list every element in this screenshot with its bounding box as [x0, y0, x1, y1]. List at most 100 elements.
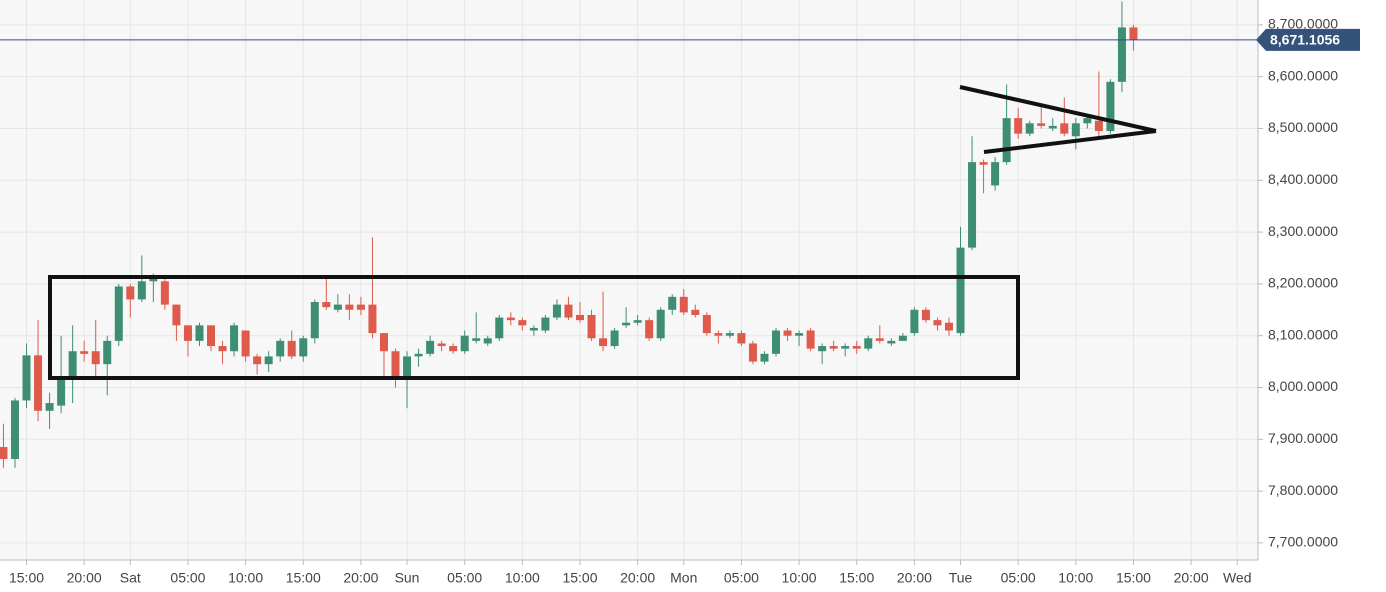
candle-body	[80, 351, 89, 354]
candle-body	[991, 162, 1000, 186]
candle-body	[1025, 123, 1034, 134]
y-tick-label: 7,900.0000	[1268, 430, 1338, 446]
candle-body	[356, 304, 365, 310]
candle-body	[622, 322, 631, 326]
plot-background	[0, 0, 1258, 560]
range-box	[48, 275, 1020, 380]
y-tick-label: 8,100.0000	[1268, 326, 1338, 342]
candle-body	[968, 162, 977, 248]
x-tick-label: 15:00	[839, 570, 874, 586]
candle-body	[829, 346, 838, 349]
x-tick-label: 20:00	[67, 570, 102, 586]
candle-body	[1106, 81, 1115, 132]
x-tick-label: Tue	[949, 570, 973, 586]
candle-body	[1060, 123, 1069, 134]
x-tick-label: Mon	[670, 570, 697, 586]
y-tick-label: 8,000.0000	[1268, 378, 1338, 394]
candle-body	[518, 320, 527, 326]
candle-body	[241, 330, 250, 357]
y-tick-label: 8,500.0000	[1268, 119, 1338, 135]
candle-body	[633, 320, 642, 323]
candle-body	[864, 338, 873, 349]
candle-body	[264, 356, 273, 365]
y-tick-label: 8,600.0000	[1268, 67, 1338, 83]
candle-body	[898, 335, 907, 341]
x-tick-label: 15:00	[562, 570, 597, 586]
x-tick-label: 05:00	[447, 570, 482, 586]
candle-body	[841, 346, 850, 349]
candle-body	[460, 335, 469, 352]
x-tick-label: 05:00	[724, 570, 759, 586]
candle-body	[1083, 118, 1092, 124]
candle-body	[795, 333, 804, 336]
x-tick-label: 20:00	[343, 570, 378, 586]
x-tick-label: 20:00	[1174, 570, 1209, 586]
candle-body	[575, 314, 584, 321]
candle-body	[679, 296, 688, 313]
drawings	[48, 85, 1157, 380]
candle-body	[207, 325, 216, 347]
y-tick-label: 7,800.0000	[1268, 482, 1338, 498]
candle-body	[1094, 120, 1103, 132]
candle-body	[772, 330, 781, 354]
candle-body	[426, 340, 435, 354]
candle-body	[852, 346, 861, 349]
candle-body	[276, 340, 285, 357]
x-tick-label: 15:00	[1116, 570, 1151, 586]
price-label-box	[1256, 28, 1360, 51]
candle-body	[495, 317, 504, 339]
candle-body	[599, 338, 608, 347]
candle-body	[564, 304, 573, 318]
candle-body	[218, 346, 227, 352]
candle-body	[910, 309, 919, 334]
candle-body	[506, 317, 515, 321]
candle-body	[403, 356, 412, 380]
candle-body	[345, 304, 354, 310]
candle-body	[818, 346, 827, 352]
axis-labels: 7,700.0000 7,800.0000 7,900.0000 8,000.0000…	[9, 16, 1360, 586]
candle-body	[737, 333, 746, 344]
trend-line	[959, 85, 1157, 133]
candle-body	[45, 403, 54, 411]
x-tick-label: 10:00	[782, 570, 817, 586]
candle-body	[322, 302, 331, 308]
candle-body	[668, 296, 677, 310]
candle-body	[1071, 123, 1080, 137]
candle-body	[529, 327, 538, 331]
candle-body	[552, 304, 561, 318]
candle-body	[645, 320, 654, 339]
candle-body	[921, 309, 930, 321]
y-tick-label: 7,700.0000	[1268, 534, 1338, 550]
candle-body	[656, 309, 665, 339]
candle-body	[437, 343, 446, 347]
x-tick-label: Wed	[1223, 570, 1252, 586]
candle-body	[587, 314, 596, 339]
candle-body	[714, 333, 723, 336]
y-tick-label: 8,200.0000	[1268, 275, 1338, 291]
candle-body	[230, 325, 239, 352]
x-tick-label: 10:00	[505, 570, 540, 586]
x-tick-label: 15:00	[9, 570, 44, 586]
candle-body	[149, 278, 158, 282]
candle-body	[414, 353, 423, 357]
candle-body	[887, 340, 896, 344]
candle-body	[1117, 27, 1126, 82]
candle-body	[702, 314, 711, 334]
y-tick-label: 8,300.0000	[1268, 223, 1338, 239]
x-tick-label: 05:00	[170, 570, 205, 586]
candle-body	[760, 353, 769, 362]
y-tick-label: 8,400.0000	[1268, 171, 1338, 187]
candle-body	[783, 330, 792, 336]
candle-body	[137, 281, 146, 300]
y-tick-label: 8,700.0000	[1268, 16, 1338, 32]
x-tick-label: 15:00	[286, 570, 321, 586]
candle-body	[1002, 118, 1011, 163]
candle-body	[391, 351, 400, 380]
x-tick-label: 05:00	[1001, 570, 1036, 586]
x-tick-label: 20:00	[620, 570, 655, 586]
candle-body	[1129, 27, 1138, 40]
candle-body	[160, 281, 169, 305]
candle-body	[610, 330, 619, 347]
